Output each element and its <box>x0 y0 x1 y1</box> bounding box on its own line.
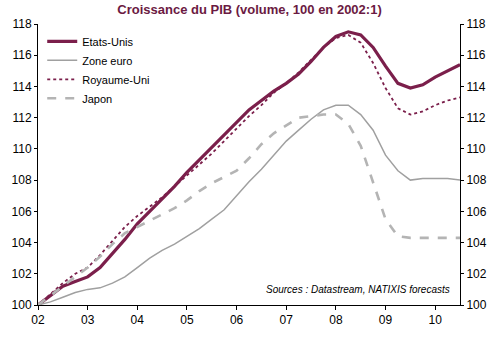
svg-text:100: 100 <box>466 298 486 312</box>
svg-text:110: 110 <box>12 142 31 156</box>
svg-text:114: 114 <box>466 80 485 94</box>
svg-text:03: 03 <box>81 313 95 327</box>
svg-text:118: 118 <box>12 17 31 31</box>
svg-text:116: 116 <box>12 48 31 62</box>
svg-text:118: 118 <box>466 17 485 31</box>
svg-text:Japon: Japon <box>82 93 112 105</box>
svg-text:05: 05 <box>180 313 194 327</box>
svg-text:104: 104 <box>466 236 486 250</box>
svg-text:110: 110 <box>466 142 485 156</box>
svg-text:116: 116 <box>466 48 485 62</box>
svg-text:04: 04 <box>131 313 145 327</box>
svg-text:106: 106 <box>466 205 486 219</box>
svg-text:102: 102 <box>12 267 32 281</box>
svg-text:02: 02 <box>31 313 45 327</box>
svg-text:08: 08 <box>329 313 343 327</box>
svg-text:104: 104 <box>12 236 32 250</box>
svg-text:Croissance du PIB (volume, 100: Croissance du PIB (volume, 100 en 2002:1… <box>117 2 381 17</box>
svg-text:100: 100 <box>12 298 32 312</box>
svg-text:Sources : Datastream, NATIXIS: Sources : Datastream, NATIXIS forecasts <box>266 284 450 295</box>
svg-text:Etats-Unis: Etats-Unis <box>82 36 133 48</box>
svg-text:108: 108 <box>12 173 32 187</box>
svg-text:112: 112 <box>466 111 485 125</box>
svg-text:06: 06 <box>230 313 244 327</box>
svg-text:09: 09 <box>379 313 393 327</box>
svg-text:07: 07 <box>280 313 294 327</box>
svg-text:102: 102 <box>466 267 486 281</box>
svg-text:Zone euro: Zone euro <box>82 55 132 67</box>
svg-text:10: 10 <box>429 313 443 327</box>
svg-text:Royaume-Uni: Royaume-Uni <box>82 74 149 86</box>
svg-text:114: 114 <box>12 80 31 94</box>
svg-text:106: 106 <box>12 205 32 219</box>
svg-text:108: 108 <box>466 173 486 187</box>
svg-text:112: 112 <box>12 111 31 125</box>
